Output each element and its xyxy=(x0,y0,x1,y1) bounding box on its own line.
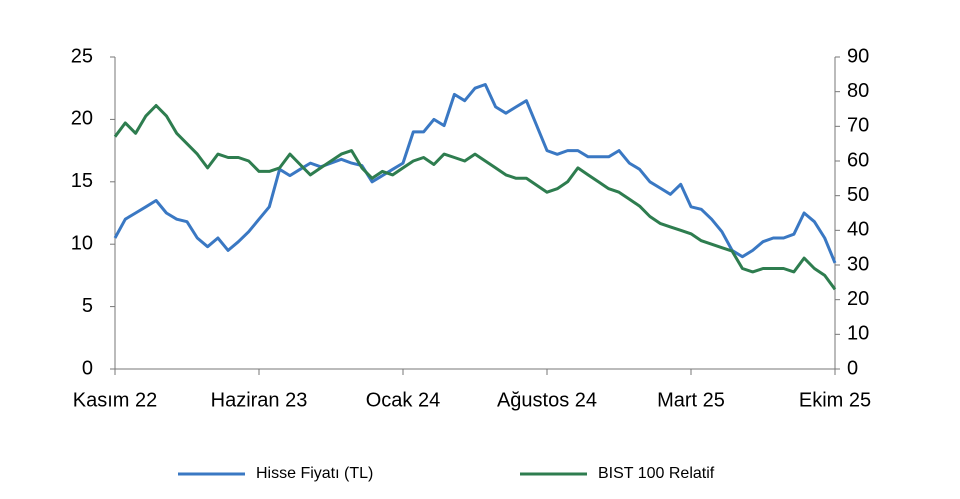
legend-label: Hisse Fiyatı (TL) xyxy=(256,465,373,482)
series-line xyxy=(113,83,837,264)
y-tick-label: 5 xyxy=(82,295,93,317)
legend-label: BIST 100 Relatif xyxy=(598,465,715,482)
y2-tick-label: 60 xyxy=(847,149,869,171)
y2-tick-label: 80 xyxy=(847,80,869,102)
y2-tick-label: 0 xyxy=(847,357,858,379)
y2-tick-label: 70 xyxy=(847,115,869,137)
y2-tick-label: 30 xyxy=(847,253,869,275)
y-tick-label: 0 xyxy=(82,357,93,379)
x-tick-label: Ağustos 24 xyxy=(497,389,597,411)
x-tick-label: Haziran 23 xyxy=(211,389,308,411)
x-tick-label: Ekim 25 xyxy=(799,389,871,411)
y-tick-label: 10 xyxy=(71,232,93,254)
y-tick-label: 20 xyxy=(71,108,93,130)
y2-tick-label: 50 xyxy=(847,184,869,206)
y2-tick-label: 40 xyxy=(847,219,869,241)
series-line xyxy=(113,104,837,291)
y-tick-label: 25 xyxy=(71,45,93,67)
y2-tick-label: 20 xyxy=(847,288,869,310)
x-tick-label: Mart 25 xyxy=(657,389,725,411)
y2-tick-label: 90 xyxy=(847,45,869,67)
y-tick-label: 15 xyxy=(71,170,93,192)
x-tick-label: Kasım 22 xyxy=(73,389,157,411)
y2-tick-label: 10 xyxy=(847,323,869,345)
x-tick-label: Ocak 24 xyxy=(366,389,440,411)
